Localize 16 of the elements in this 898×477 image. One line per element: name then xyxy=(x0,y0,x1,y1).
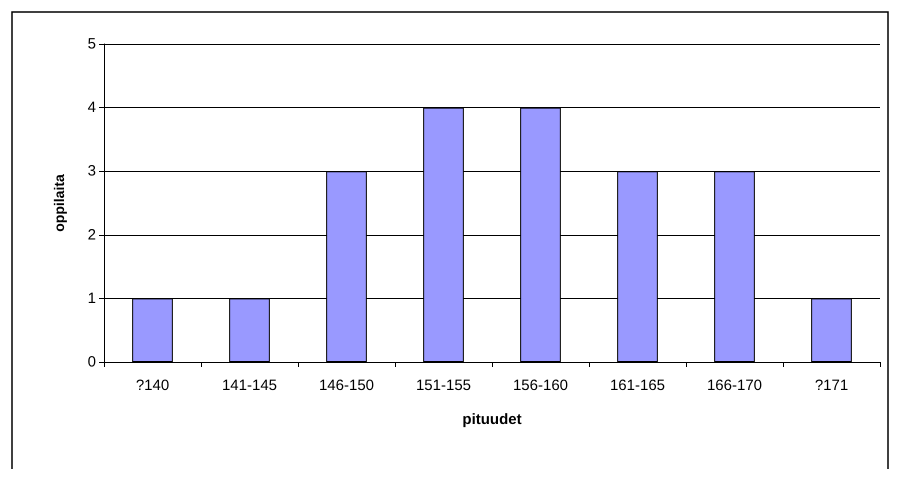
x-tick-label: 151-155 xyxy=(416,377,472,394)
x-tick-label: ?171 xyxy=(814,377,848,394)
x-tick-label: 141-145 xyxy=(222,377,278,394)
x-tick-label: 146-150 xyxy=(318,377,374,394)
y-tick-label: 0 xyxy=(88,354,96,370)
x-tick-label: 156-160 xyxy=(512,377,568,394)
y-axis-title: oppilaita xyxy=(51,174,67,232)
x-tick-label: 166-170 xyxy=(706,377,762,394)
y-tick-label: 3 xyxy=(88,162,96,180)
y-tick-label: 5 xyxy=(88,36,96,52)
y-tick-label: 1 xyxy=(88,290,96,307)
x-axis-title: pituudet xyxy=(462,411,522,428)
x-tick-label: 161-165 xyxy=(610,377,666,394)
y-tick-label: 2 xyxy=(88,226,96,244)
y-tick-label: 4 xyxy=(88,99,96,116)
x-tick-label: ?140 xyxy=(136,377,170,394)
